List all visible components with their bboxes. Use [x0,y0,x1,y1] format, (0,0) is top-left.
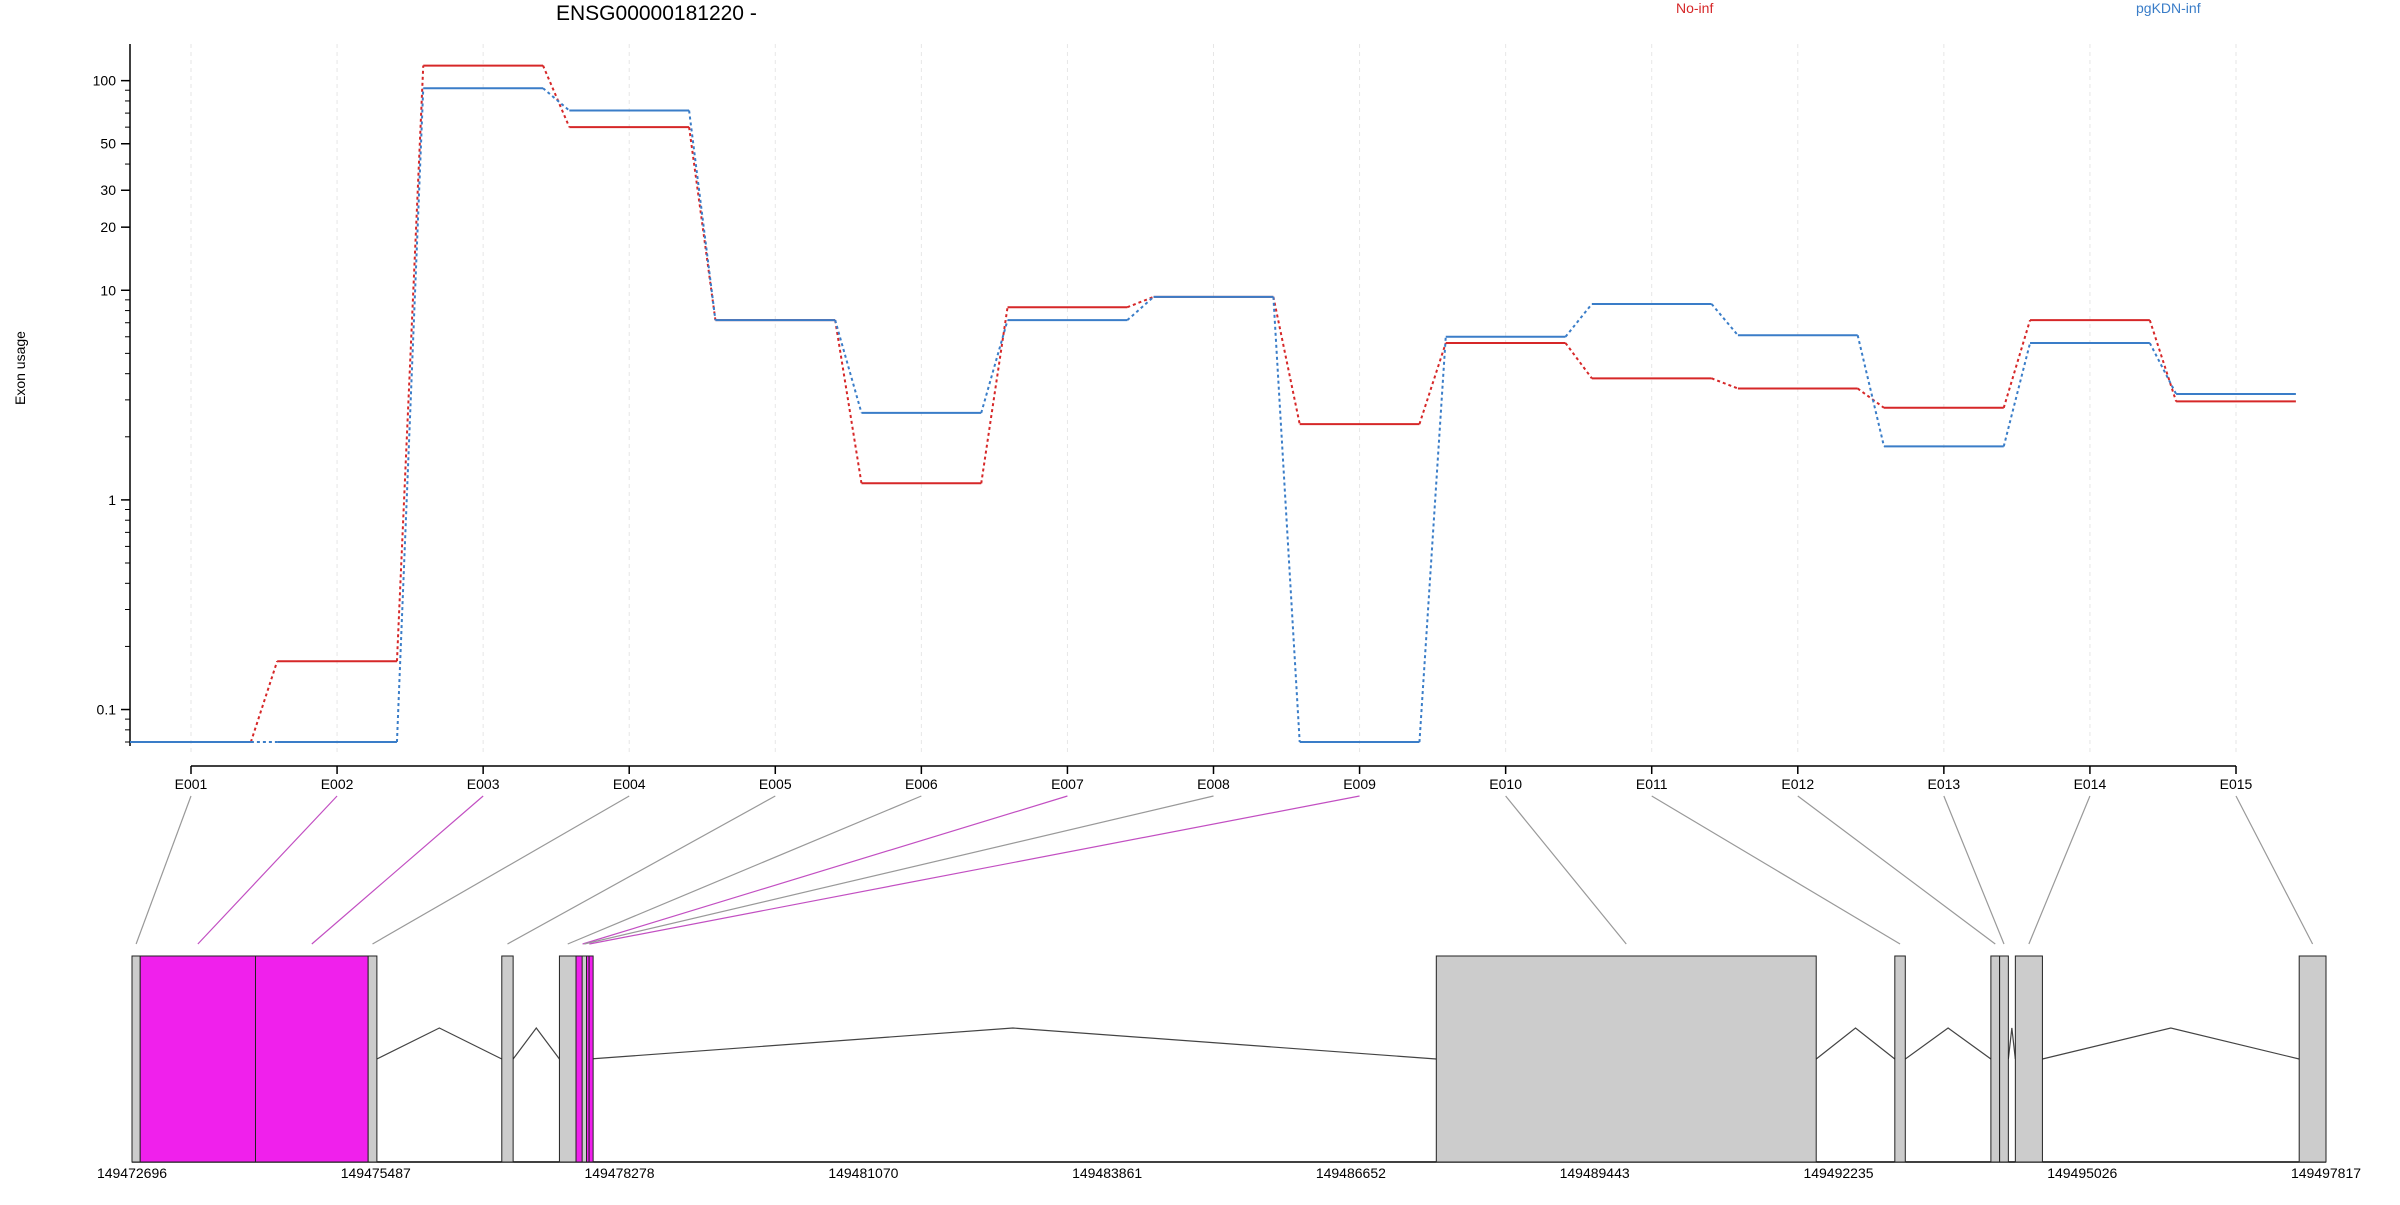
series-pgkdn-inf-connector [834,319,863,414]
x-tick-label-e005: E005 [759,776,792,792]
x-tick-label-e013: E013 [1928,776,1961,792]
series-pgkdn-inf-connector [1126,296,1155,321]
exon-connector-e012 [1797,795,1996,945]
series-no-inf-connector [1272,296,1301,425]
x-tick-label-e003: E003 [467,776,500,792]
x-tick-label-e008: E008 [1197,776,1230,792]
exon-box-e002 [139,955,256,1163]
series-no-inf-connector [688,127,717,321]
exon-connector-e003 [311,795,484,945]
series-no-inf-connector [1711,377,1739,390]
genomic-coordinate-label: 149489443 [1560,1165,1630,1181]
exon-box-e013 [1999,955,2009,1163]
y-tick-label: 0.1 [97,702,117,718]
genomic-coordinate-label: 149483861 [1072,1165,1142,1181]
exon-connector-e011 [1651,795,1901,945]
series-no-inf-connector [980,307,1009,484]
genomic-coordinate-label: 149492235 [1803,1165,1873,1181]
exon-connector-e013 [1943,795,2005,945]
series-no-inf-connector [1418,342,1447,425]
exon-connector-e004 [372,795,630,945]
genomic-coordinate-label: 149497817 [2291,1165,2361,1181]
series-pgkdn-inf-connector [395,88,425,743]
intron-line [2007,1027,2016,1060]
intron-line [1815,1027,1896,1060]
x-tick-label-e009: E009 [1343,776,1376,792]
x-tick-label-e002: E002 [321,776,354,792]
series-pgkdn-inf-connector [1418,336,1447,743]
genomic-coordinate-label: 149472696 [97,1165,167,1181]
genomic-coordinate-label: 149495026 [2047,1165,2117,1181]
series-pgkdn-inf-connector [980,319,1009,414]
exon-box-e006 [558,955,577,1163]
exon-connector-e015 [2235,795,2314,945]
series-pgkdn-inf-connector [1710,303,1739,336]
exon-connector-e002 [197,795,338,945]
exon-box-e014 [2014,955,2043,1163]
series-no-inf-connector [395,65,425,662]
x-tick-label-e010: E010 [1489,776,1522,792]
y-tick-label: 100 [93,73,117,89]
exon-box-e015 [2298,955,2327,1163]
intron-line [2042,1027,2300,1060]
x-tick-label-e007: E007 [1051,776,1084,792]
series-no-inf-connector [1126,295,1154,309]
series-no-inf-connector [249,660,279,743]
series-pgkdn-inf-connector [2148,342,2177,395]
genomic-coordinate-label: 149481070 [828,1165,898,1181]
exon-connector-e008 [584,795,1214,945]
exon-connector-e001 [135,795,192,945]
intron-line [376,1027,503,1060]
exon-connector-e006 [567,795,922,945]
legend-item-pgkdn-inf: pgKDN-inf [2136,0,2201,16]
series-pgkdn-inf-connector [1856,335,1885,447]
exon-box-e009 [588,955,594,1163]
exon-connector-e014 [2028,795,2091,945]
x-tick-label-e015: E015 [2220,776,2253,792]
x-tick-label-e012: E012 [1781,776,1814,792]
genomic-coordinate-label: 149475487 [341,1165,411,1181]
exon-connector-e005 [507,795,776,945]
series-no-inf-connector [2002,319,2031,409]
y-tick-label: 50 [100,136,116,152]
x-tick-label-e011: E011 [1636,776,1668,792]
genomic-coordinate-label: 149486652 [1316,1165,1386,1181]
series-pgkdn-inf-connector [1272,296,1301,743]
series-no-inf-connector [1564,342,1593,379]
intron-line [1904,1027,1992,1060]
exon-box-e005 [501,955,514,1163]
exon-connector-e009 [589,795,1360,945]
legend-item-no-inf: No-inf [1676,0,1714,16]
y-axis-label: Exon usage [12,331,28,405]
intron-line [589,1027,1437,1060]
series-no-inf-connector [1857,387,1885,409]
exon-box-e012 [1990,955,2001,1163]
exon-box-e010 [1435,955,1817,1163]
y-tick-label: 1 [108,492,116,508]
y-tick-label: 30 [100,182,116,198]
y-tick-label: 20 [100,219,116,235]
intron-line [512,1026,560,1060]
series-no-inf-connector [2148,319,2178,402]
exon-box-e011 [1894,955,1906,1163]
exon-box-e003 [254,955,369,1163]
exon-box-e008 [581,955,588,1163]
x-tick-label-e006: E006 [905,776,938,792]
y-tick-label: 10 [100,282,116,298]
exon-connector-e007 [582,795,1068,945]
series-pgkdn-inf-connector [542,87,570,112]
exon-connector-e010 [1505,795,1627,945]
x-tick-label-e004: E004 [613,776,646,792]
x-tick-label-e014: E014 [2074,776,2107,792]
genomic-coordinate-label: 149478278 [584,1165,654,1181]
series-pgkdn-inf-connector [688,110,717,321]
series-no-inf-connector [542,65,571,128]
series-pgkdn-inf-connector [1564,303,1593,338]
x-tick-label-e001: E001 [175,776,208,792]
exon-box-e004 [367,955,378,1163]
chart-title: ENSG00000181220 - [556,2,757,25]
exon-box-e001 [131,955,141,1163]
